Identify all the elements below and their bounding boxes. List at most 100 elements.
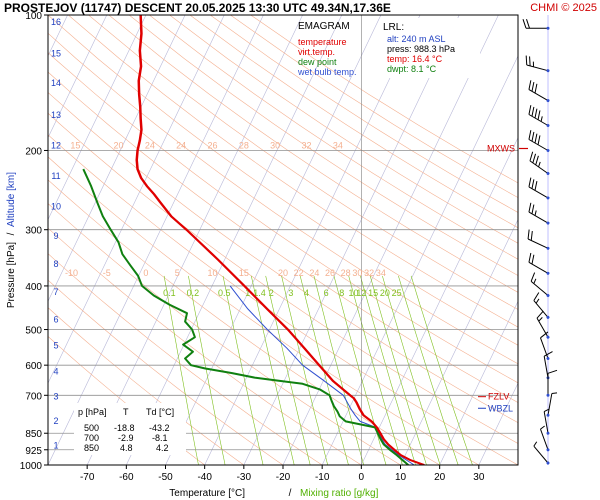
- wind-barb: [528, 130, 550, 152]
- y-axis-title-altitude: Altitude [km]: [6, 172, 17, 227]
- mixing-ratio-label: 8: [339, 288, 344, 298]
- mixing-ratio-label: 1: [245, 288, 250, 298]
- table-row-700-td: -8.1: [152, 433, 168, 443]
- wind-barb: [528, 105, 550, 127]
- table-header-t: T: [123, 407, 129, 417]
- wind-barb-base: [546, 124, 550, 127]
- wind-barb-half: [538, 161, 541, 168]
- mixing-ratio-line: [163, 275, 199, 465]
- wind-barb-flag: [530, 272, 536, 282]
- wind-barb-staff: [528, 211, 549, 224]
- wind-barb: [528, 252, 550, 275]
- isotherm-line: [321, 55, 518, 465]
- wind-barb-staff: [543, 356, 549, 378]
- wind-barb-base: [546, 393, 550, 397]
- wind-barb-flag: [532, 153, 537, 164]
- wind-barb-flag: [526, 19, 530, 29]
- y-tick-label: 600: [25, 361, 42, 372]
- wind-barb: [529, 151, 550, 175]
- adiabat-label: 24: [309, 268, 319, 278]
- adiabat-label: 30: [270, 140, 280, 150]
- wind-barb-staff: [528, 186, 549, 199]
- legend-title: EMAGRAM: [298, 21, 350, 32]
- wind-barb-base: [546, 413, 550, 417]
- table-row-850-t: 4.8: [120, 443, 133, 453]
- legend-wet-bulb: wet bulb temp.: [297, 67, 357, 77]
- dew-point-line: [82, 168, 409, 465]
- altitude-tick-label: 10: [51, 201, 61, 211]
- wind-barb: [536, 310, 550, 339]
- copyright: CHMI © 2025: [530, 2, 597, 14]
- wind-barb-staff: [536, 317, 549, 338]
- adiabat-label: 10: [207, 268, 217, 278]
- table-row-500-p: 500: [84, 423, 99, 433]
- background-lines: [0, 15, 518, 465]
- adiabat-label: 26: [207, 140, 217, 150]
- wind-barb: [528, 80, 550, 103]
- fzl-label: FZLV: [488, 392, 509, 402]
- dry-adiabat-line: [68, 15, 518, 328]
- x-tick-label: -60: [119, 472, 134, 483]
- altitude-tick-label: 7: [53, 287, 58, 297]
- y-axis-title-pressure: Pressure [hPa]: [6, 242, 17, 308]
- mixing-ratio-label: 25: [392, 288, 402, 298]
- wind-barb-staff: [533, 300, 549, 318]
- mixing-ratio-label: 2: [269, 288, 274, 298]
- sounding-profiles: [82, 15, 426, 465]
- x-tick-label: -70: [80, 472, 95, 483]
- wind-barb-staff: [547, 393, 553, 416]
- wind-barb: [546, 369, 558, 397]
- wind-barb-flag: [534, 108, 538, 119]
- x-axis-title-temperature: Temperature [°C]: [169, 488, 245, 499]
- isotherm-line: [165, 15, 382, 465]
- wind-barb: [546, 392, 558, 417]
- altitude-tick-label: 15: [51, 48, 61, 58]
- lrl-press: press: 988.3 hPa: [387, 44, 455, 54]
- isotherm-line: [478, 382, 518, 465]
- wind-barb: [527, 229, 550, 250]
- wind-barb-base: [546, 246, 550, 250]
- table-row-500-td: -43.2: [149, 423, 170, 433]
- mixing-ratio-line: [382, 275, 441, 465]
- isotherm-line: [243, 15, 460, 465]
- x-tick-label: -20: [276, 472, 291, 483]
- altitude-tick-label: 16: [51, 17, 61, 27]
- wind-barb: [530, 272, 550, 297]
- wind-barb-flag: [531, 179, 535, 189]
- wind-barb-staff: [540, 337, 549, 359]
- mixing-ratio-line: [265, 275, 311, 465]
- dry-adiabat-line: [128, 15, 518, 276]
- wind-barb-flag: [531, 254, 535, 265]
- dry-adiabat-line: [48, 279, 284, 465]
- wind-barb: [528, 202, 550, 225]
- level-markers: MXWS FZLV WBZL: [478, 143, 528, 413]
- wind-barb-half: [534, 210, 537, 216]
- wind-barb-flag: [536, 310, 544, 319]
- adiabat-label: 26: [325, 268, 335, 278]
- adiabat-label: 28: [239, 140, 249, 150]
- wind-barb-flag: [529, 151, 534, 162]
- table-row-850-td: 4.2: [156, 443, 169, 453]
- lrl-temp: temp: 16.4 °C: [387, 54, 443, 64]
- wind-barb-flag: [528, 80, 532, 90]
- altitude-tick-label: 11: [51, 171, 60, 181]
- wind-barb-flag: [531, 131, 535, 142]
- adiabat-label: -5: [103, 268, 111, 278]
- adiabat-label: 32: [364, 268, 374, 278]
- x-tick-label: 20: [434, 472, 446, 483]
- table-row-700-p: 700: [84, 433, 99, 443]
- adiabat-label: 32: [301, 140, 311, 150]
- altitude-tick-label: 5: [53, 341, 58, 351]
- wind-barb-staff: [528, 261, 549, 274]
- x-axis-title-mixing: Mixing ratio [g/kg]: [300, 488, 379, 499]
- x-tick-label: 30: [473, 472, 485, 483]
- isotherm-line: [0, 15, 28, 465]
- wind-barb-base: [546, 294, 550, 297]
- mixing-ratio-line: [313, 275, 364, 465]
- wind-barb-base: [546, 69, 550, 73]
- adiabat-label: 15: [70, 140, 80, 150]
- wind-barb-flag: [527, 229, 530, 240]
- table-row-500-t: -18.8: [114, 423, 135, 433]
- wind-barb-half: [533, 278, 537, 284]
- wind-barb-flag: [540, 331, 549, 339]
